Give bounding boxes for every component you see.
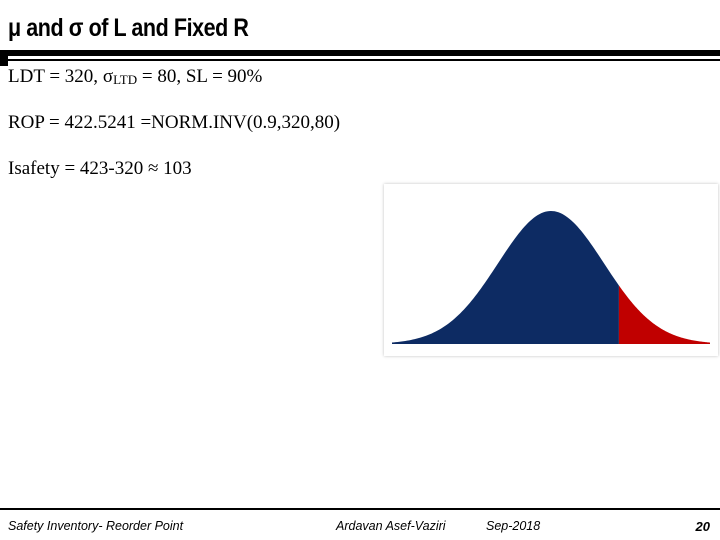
footer-date: Sep-2018 bbox=[486, 519, 541, 533]
footer-course-title: Safety Inventory- Reorder Point bbox=[8, 519, 184, 533]
sigma-symbol: σ bbox=[102, 66, 114, 87]
normal-curve-svg bbox=[392, 211, 710, 344]
title-underline-thick bbox=[0, 50, 720, 56]
footer-author: Ardavan Asef-Vaziri bbox=[336, 519, 446, 533]
sl-text: = 80, SL = 90% bbox=[137, 66, 263, 87]
ldt-text: LDT = 320, bbox=[8, 66, 103, 87]
given-parameters-line: LDT = 320, σLTD = 80, SL = 90% bbox=[8, 66, 262, 88]
sigma-subscript: LTD bbox=[113, 72, 138, 87]
curve-tail-area bbox=[618, 285, 710, 344]
normal-distribution-chart bbox=[384, 184, 718, 356]
title-underline-thin bbox=[0, 59, 720, 61]
rop-formula-line: ROP = 422.5241 =NORM.INV(0.9,320,80) bbox=[8, 112, 341, 133]
curve-body-area bbox=[392, 211, 619, 344]
slide-title: μ and σ of L and Fixed R bbox=[8, 14, 249, 42]
title-left-bar bbox=[0, 50, 8, 66]
page-number: 20 bbox=[695, 519, 710, 534]
footer-divider bbox=[0, 508, 720, 510]
safety-stock-line: Isafety = 423-320 ≈ 103 bbox=[8, 158, 192, 179]
